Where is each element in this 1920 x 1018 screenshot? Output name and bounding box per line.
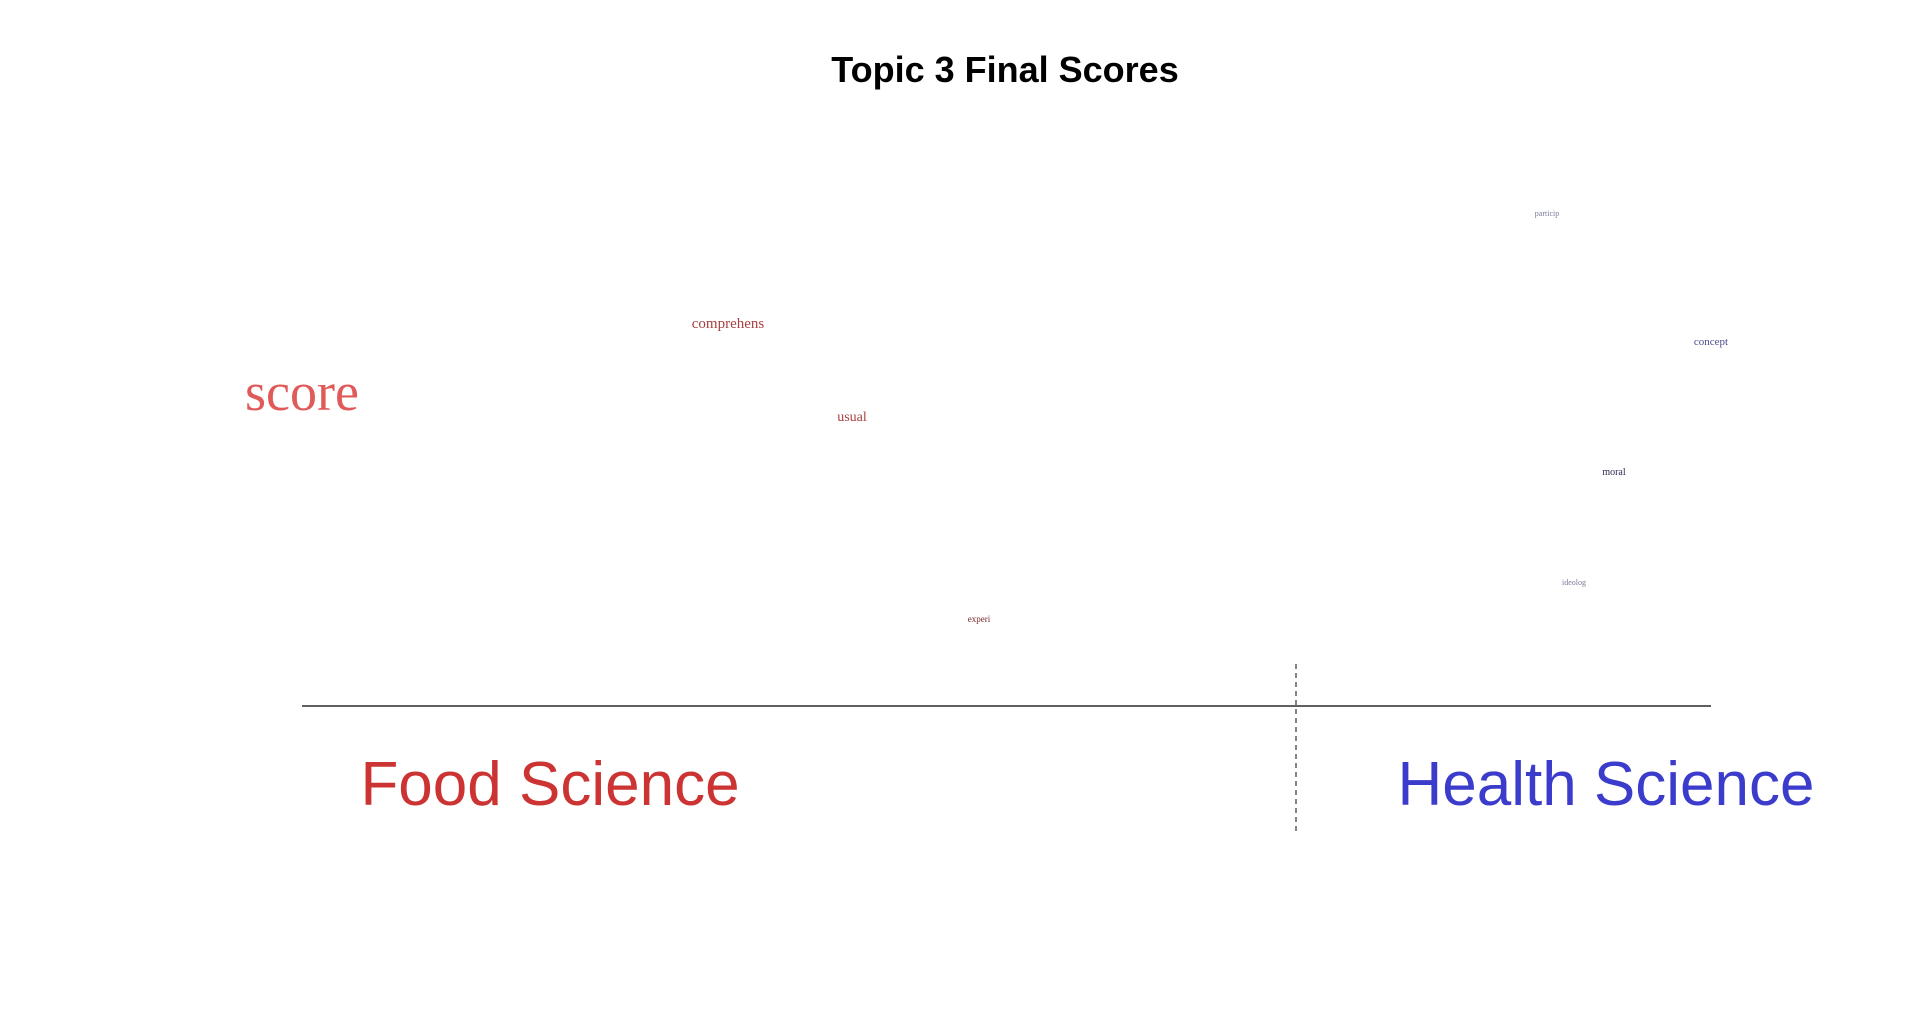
chart-title: Topic 3 Final Scores — [831, 49, 1178, 90]
group-label-food-science: Food Science — [360, 750, 739, 819]
word-comprehens: comprehens — [692, 316, 765, 332]
word-particip: particip — [1535, 209, 1559, 218]
word-ideolog: ideolog — [1562, 578, 1586, 587]
group-label-health-science: Health Science — [1397, 750, 1814, 819]
word-usual: usual — [837, 410, 867, 425]
word-score: score — [245, 362, 359, 422]
word-moral: moral — [1602, 467, 1626, 478]
word-layer: score comprehens usual experi particip concep… — [245, 209, 1728, 624]
word-concept: concept — [1694, 336, 1728, 348]
word-experi: experi — [968, 614, 991, 624]
